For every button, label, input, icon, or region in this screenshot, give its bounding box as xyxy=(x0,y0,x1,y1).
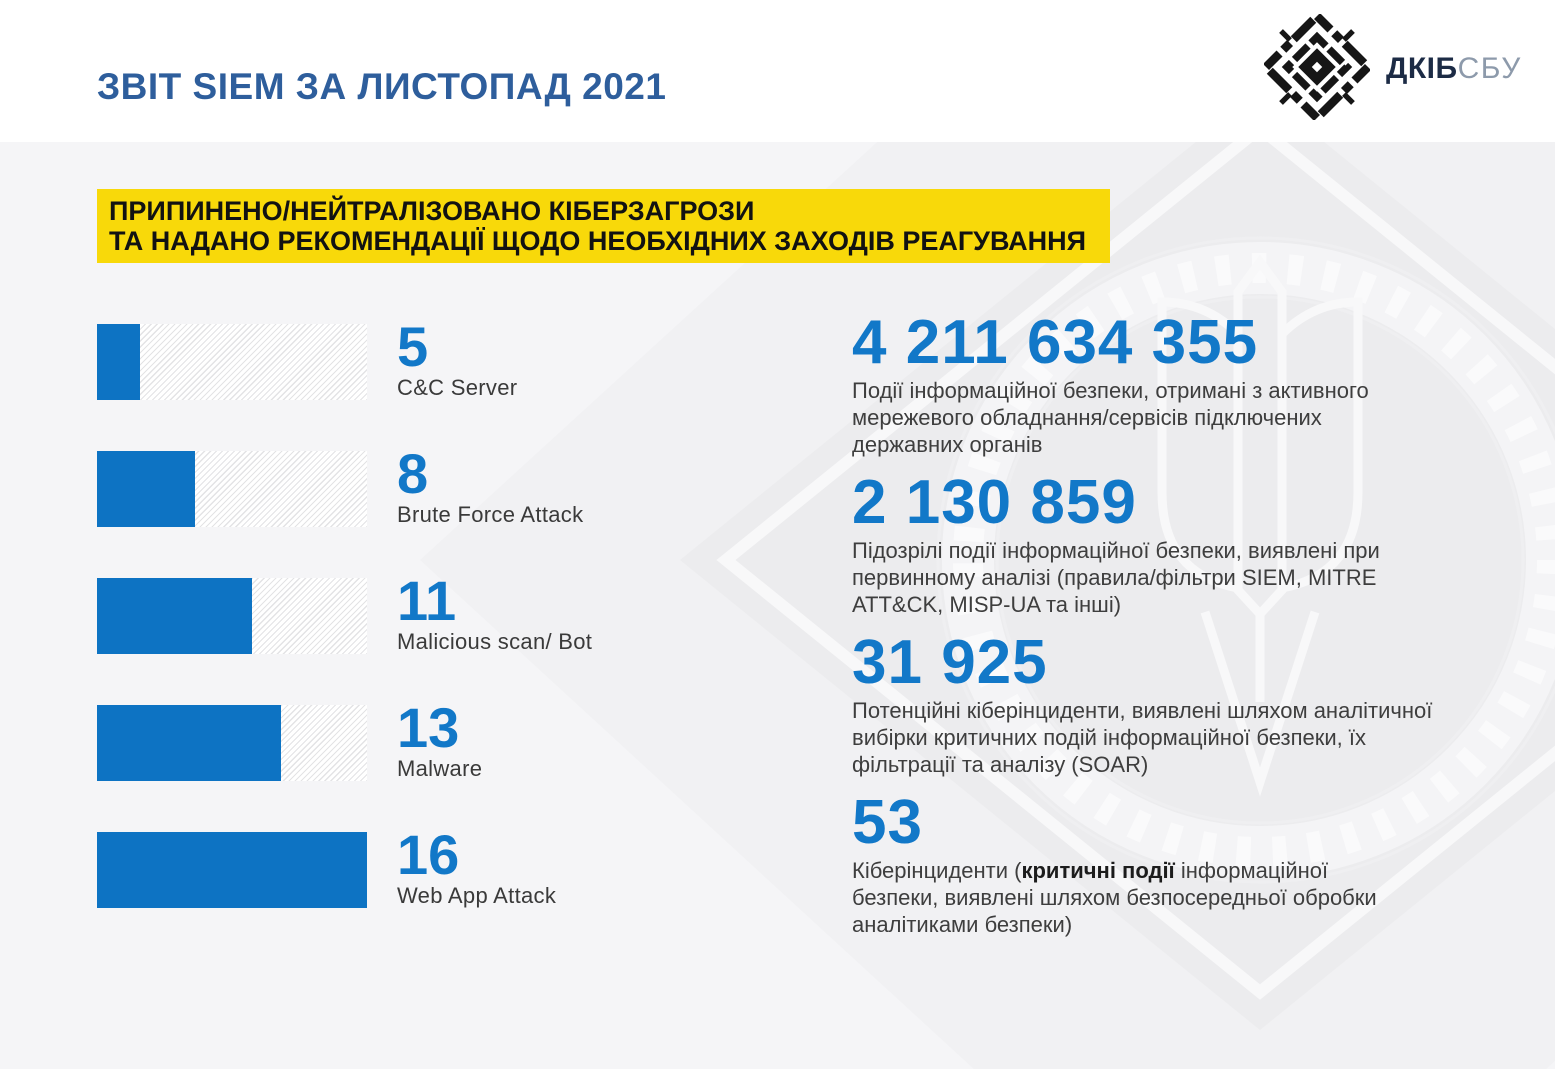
page-title: ЗВІТ SIEM ЗА ЛИСТОПАД 2021 xyxy=(97,66,667,107)
bar-fill xyxy=(97,324,140,400)
bar-row-malware: 13 Malware xyxy=(97,696,717,781)
content-band: ПРИПИНЕНО/НЕЙТРАЛІЗОВАНО КІБЕРЗАГРОЗИ ТА… xyxy=(0,142,1555,1069)
stat-description: Потенційні кіберінциденти, виявлені шлях… xyxy=(852,698,1433,777)
stat-potential-incidents: 31 925 Потенційні кіберінциденти, виявле… xyxy=(852,632,1552,778)
stat-description: Події інформаційної безпеки, отримані з … xyxy=(852,378,1369,457)
logo-text-sbu: СБУ xyxy=(1457,52,1522,85)
stat-suspicious-events: 2 130 859 Підозрілі події інформаційної … xyxy=(852,472,1552,618)
stat-value: 31 925 xyxy=(852,628,1048,697)
logo-text-dkib: ДКІБ xyxy=(1386,52,1458,85)
stat-value: 4 211 634 355 xyxy=(852,308,1259,377)
stat-value: 2 130 859 xyxy=(852,468,1137,537)
stats-column: 4 211 634 355 Події інформаційної безпек… xyxy=(852,312,1552,938)
bar-fill xyxy=(97,832,367,908)
stat-security-events: 4 211 634 355 Події інформаційної безпек… xyxy=(852,312,1552,458)
headline-banner: ПРИПИНЕНО/НЕЙТРАЛІЗОВАНО КІБЕРЗАГРОЗИ ТА… xyxy=(97,189,1110,263)
bar-track xyxy=(97,324,367,400)
dkib-sbu-logo: ДКІБСБУ xyxy=(1264,14,1544,126)
bar-label: C&C Server xyxy=(397,375,518,400)
bar-label: Malicious scan/ Bot xyxy=(397,629,593,654)
logo-wordmark: ДКІБСБУ xyxy=(1386,52,1522,86)
bar-row-brute-force: 8 Brute Force Attack xyxy=(97,442,717,527)
bar-track xyxy=(97,705,367,781)
stat-cyber-incidents: 53 Кіберінциденти (критичні події інформ… xyxy=(852,792,1552,938)
bar-track xyxy=(97,578,367,654)
stat-description: Підозрілі події інформаційної безпеки, в… xyxy=(852,538,1380,617)
bar-fill xyxy=(97,451,195,527)
bar-row-malicious-scan: 11 Malicious scan/ Bot xyxy=(97,569,717,654)
bar-value: 13 xyxy=(397,696,460,759)
circuit-diamond-logo-icon xyxy=(1264,14,1370,120)
bar-label: Brute Force Attack xyxy=(397,502,584,527)
bar-label: Web App Attack xyxy=(397,883,557,908)
bar-value: 11 xyxy=(397,569,457,632)
bar-value: 8 xyxy=(397,442,429,505)
bar-row-web-app-attack: 16 Web App Attack xyxy=(97,823,717,908)
bar-track xyxy=(97,451,367,527)
critical-events-emphasis: критичні події xyxy=(1021,858,1175,883)
bar-value: 5 xyxy=(397,315,429,378)
bar-fill xyxy=(97,578,252,654)
bar-label: Malware xyxy=(397,756,483,781)
bar-row-cc-server: 5 C&C Server xyxy=(97,315,717,400)
threat-bar-chart: 5 C&C Server 8 Brute Force Attack 11 Mal… xyxy=(97,315,717,959)
bar-fill xyxy=(97,705,281,781)
header-band: ЗВІТ SIEM ЗА ЛИСТОПАД 2021 ДКІБСБУ xyxy=(0,0,1555,142)
bar-track xyxy=(97,832,367,908)
stat-value: 53 xyxy=(852,788,923,857)
bar-value: 16 xyxy=(397,823,460,886)
stat-description: Кіберінциденти (критичні події інформаці… xyxy=(852,858,1377,937)
